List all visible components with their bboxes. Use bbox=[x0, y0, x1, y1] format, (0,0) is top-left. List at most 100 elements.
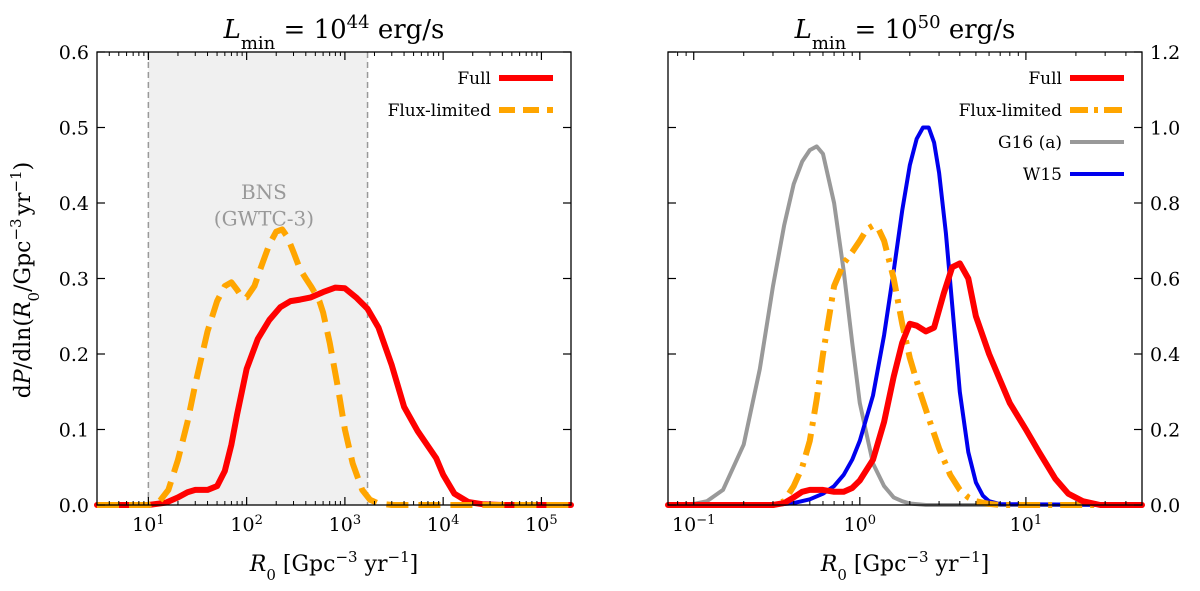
title-eq: = 10 bbox=[275, 15, 346, 45]
xlabel-exp-a: −3 bbox=[335, 548, 357, 566]
ylabel-c: /dln( bbox=[11, 318, 36, 369]
y-tick-label: 1.0 bbox=[1150, 118, 1180, 140]
title-var: L bbox=[794, 15, 812, 45]
legend-label-w15: W15 bbox=[1023, 165, 1062, 185]
ylabel-h: yr bbox=[11, 192, 36, 216]
legend-label-g16a: G16 (a) bbox=[998, 133, 1062, 153]
y-tick-label: 0.3 bbox=[59, 269, 89, 291]
xlabel-exp-b: −1 bbox=[959, 548, 981, 566]
x-tick-label: 101 bbox=[132, 513, 164, 537]
legend-label-full: Full bbox=[457, 69, 491, 89]
x-tick-label: 105 bbox=[525, 513, 557, 537]
xlabel-unit-a: [Gpc bbox=[276, 552, 336, 577]
xlabel-unit-b: yr bbox=[358, 552, 388, 577]
left-panel-frame bbox=[96, 51, 572, 506]
title-unit: erg/s bbox=[370, 15, 445, 45]
x-tick-label: 100 bbox=[844, 513, 876, 537]
y-tick-label: 0.5 bbox=[59, 118, 89, 140]
series-line-flux-limited bbox=[668, 222, 1142, 508]
x-tick-label: 10−1 bbox=[672, 513, 715, 537]
x-tick-exp: 4 bbox=[451, 513, 459, 528]
ylabel-j: ) bbox=[11, 162, 36, 171]
series-line-flux-limited bbox=[97, 226, 571, 508]
x-tick-base: 10 bbox=[844, 514, 868, 536]
title-sub: min bbox=[241, 33, 276, 54]
left-panel: BNS (GWTC-3) 101 102 103 104 1050.00.10.20.3… bbox=[7, 12, 574, 584]
y-tick-label: 0.0 bbox=[59, 495, 89, 517]
x-tick-exp: 3 bbox=[353, 513, 361, 528]
series-line-w15 bbox=[668, 125, 1143, 507]
x-tick-label: 101 bbox=[1010, 513, 1042, 537]
x-tick-label: 103 bbox=[329, 513, 361, 537]
right-legend: Full Flux-limited G16 (a) W15 bbox=[959, 69, 1124, 185]
left-panel-title: Lmin = 1044 erg/s bbox=[223, 12, 445, 54]
xlabel-var: R bbox=[820, 552, 838, 577]
y-tick-label: 1.2 bbox=[1150, 42, 1180, 64]
right-panel-title: Lmin = 1050 erg/s bbox=[794, 12, 1016, 54]
y-tick-label: 0.4 bbox=[59, 193, 89, 215]
left-panel-ticks: 101 102 103 104 1050.00.10.20.30.40.50.6 bbox=[59, 42, 572, 537]
x-tick-base: 10 bbox=[132, 514, 156, 536]
xlabel-close: ] bbox=[410, 552, 419, 577]
xlabel-exp-b: −1 bbox=[388, 548, 410, 566]
y-tick-label: 0.6 bbox=[59, 42, 89, 64]
xlabel-sub: 0 bbox=[837, 566, 847, 584]
legend-label-full: Full bbox=[1028, 69, 1062, 89]
legend-label-flux-limited: Flux-limited bbox=[959, 101, 1063, 121]
legend-label-flux-limited: Flux-limited bbox=[388, 101, 492, 121]
x-tick-exp: −1 bbox=[696, 513, 715, 528]
xlabel-unit-a: [Gpc bbox=[847, 552, 907, 577]
series-line-g16a bbox=[667, 144, 1142, 507]
y-tick-label: 0.1 bbox=[59, 420, 89, 442]
bns-label: BNS bbox=[241, 180, 287, 204]
y-tick-label: 0.6 bbox=[1150, 269, 1180, 291]
y-tick-label: 0.2 bbox=[1150, 420, 1180, 442]
x-tick-base: 10 bbox=[525, 514, 549, 536]
xlabel-close: ] bbox=[981, 552, 990, 577]
x-tick-base: 10 bbox=[672, 514, 696, 536]
series-line-full bbox=[665, 260, 1145, 508]
ylabel-a: d bbox=[11, 384, 36, 398]
x-tick-exp: 1 bbox=[1034, 513, 1042, 528]
left-x-axis-label: R0 [Gpc−3 yr−1] bbox=[249, 548, 418, 584]
x-tick-base: 10 bbox=[230, 514, 254, 536]
y-tick-label: 0.8 bbox=[1150, 193, 1180, 215]
title-unit: erg/s bbox=[941, 15, 1016, 45]
ylabel-d: R bbox=[11, 301, 36, 319]
x-tick-exp: 1 bbox=[156, 513, 164, 528]
xlabel-sub: 0 bbox=[266, 566, 276, 584]
x-tick-exp: 0 bbox=[868, 513, 876, 528]
x-tick-base: 10 bbox=[329, 514, 353, 536]
y-tick-label: 0.0 bbox=[1150, 495, 1180, 517]
xlabel-unit-b: yr bbox=[929, 552, 959, 577]
ylabel-g: −3 bbox=[7, 218, 25, 240]
y-tick-label: 0.2 bbox=[59, 344, 89, 366]
title-exp: 50 bbox=[918, 12, 941, 33]
x-tick-label: 104 bbox=[427, 513, 459, 537]
title-eq: = 10 bbox=[846, 15, 917, 45]
x-tick-base: 10 bbox=[1010, 514, 1034, 536]
xlabel-exp-a: −3 bbox=[906, 548, 928, 566]
x-tick-label: 102 bbox=[230, 513, 262, 537]
x-tick-exp: 5 bbox=[549, 513, 557, 528]
title-sub: min bbox=[812, 33, 847, 54]
ylabel-e: 0 bbox=[25, 292, 43, 302]
right-x-axis-label: R0 [Gpc−3 yr−1] bbox=[820, 548, 989, 584]
left-y-axis-label: dP/dln(R0/Gpc−3yr−1) bbox=[7, 162, 43, 399]
ylabel-i: −1 bbox=[7, 170, 25, 192]
x-tick-exp: 2 bbox=[255, 513, 263, 528]
left-legend: Full Flux-limited bbox=[388, 69, 553, 121]
xlabel-var: R bbox=[249, 552, 267, 577]
x-tick-base: 10 bbox=[427, 514, 451, 536]
title-exp: 44 bbox=[347, 12, 370, 33]
ylabel-f: /Gpc bbox=[11, 241, 36, 292]
right-panel-frame bbox=[667, 51, 1143, 506]
series-line-full bbox=[94, 284, 574, 508]
ylabel-b: P bbox=[11, 368, 36, 385]
y-tick-label: 0.4 bbox=[1150, 344, 1180, 366]
gwtc3-label: (GWTC-3) bbox=[214, 207, 314, 231]
title-var: L bbox=[223, 15, 241, 45]
